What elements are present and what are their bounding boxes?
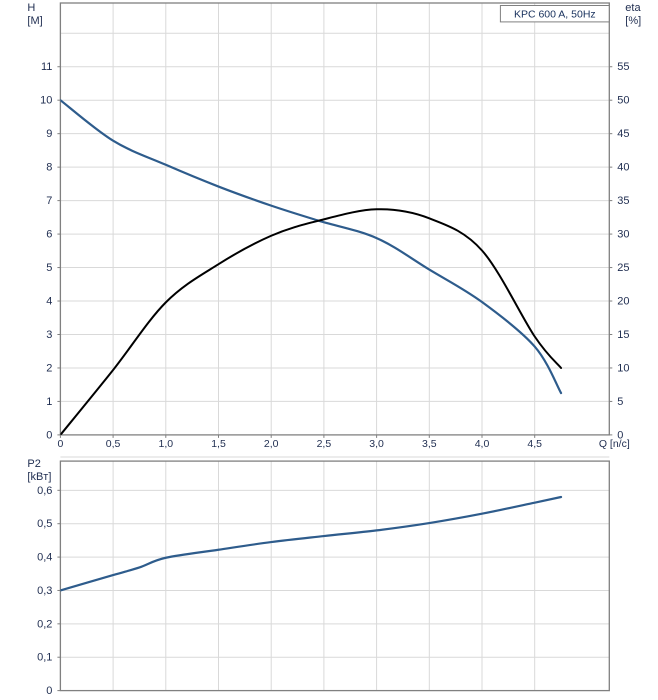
svg-text:eta: eta — [625, 2, 641, 14]
svg-text:0: 0 — [46, 685, 52, 697]
svg-text:30: 30 — [617, 229, 629, 241]
svg-text:4,5: 4,5 — [527, 438, 542, 450]
svg-text:1,0: 1,0 — [158, 438, 173, 450]
svg-text:0,6: 0,6 — [37, 485, 52, 497]
svg-text:Q [n/c]: Q [n/c] — [599, 438, 630, 450]
svg-text:15: 15 — [617, 329, 629, 341]
svg-text:0,4: 0,4 — [37, 552, 52, 564]
svg-text:1: 1 — [46, 396, 52, 408]
svg-text:5: 5 — [617, 396, 623, 408]
svg-text:6: 6 — [46, 229, 52, 241]
svg-text:P2: P2 — [27, 458, 40, 470]
svg-text:40: 40 — [617, 162, 629, 174]
svg-text:55: 55 — [617, 61, 629, 73]
svg-text:[kBт]: [kBт] — [27, 471, 51, 483]
svg-text:4: 4 — [46, 296, 52, 308]
svg-text:KPC 600 A, 50Hz: KPC 600 A, 50Hz — [514, 9, 596, 21]
svg-text:[M]: [M] — [27, 15, 42, 27]
svg-text:2,5: 2,5 — [317, 438, 332, 450]
svg-text:20: 20 — [617, 296, 629, 308]
svg-text:H: H — [27, 2, 35, 14]
svg-text:0: 0 — [46, 429, 52, 441]
svg-text:0,5: 0,5 — [106, 438, 121, 450]
svg-text:0,3: 0,3 — [37, 585, 52, 597]
svg-text:3,5: 3,5 — [422, 438, 437, 450]
svg-text:7: 7 — [46, 195, 52, 207]
svg-text:10: 10 — [40, 95, 52, 107]
svg-text:8: 8 — [46, 162, 52, 174]
svg-text:2,0: 2,0 — [264, 438, 279, 450]
svg-text:0,1: 0,1 — [37, 652, 52, 664]
svg-text:45: 45 — [617, 128, 629, 140]
svg-text:1,5: 1,5 — [211, 438, 226, 450]
svg-text:3: 3 — [46, 329, 52, 341]
svg-text:50: 50 — [617, 95, 629, 107]
svg-text:0,5: 0,5 — [37, 518, 52, 530]
svg-text:25: 25 — [617, 262, 629, 274]
svg-text:0,2: 0,2 — [37, 618, 52, 630]
svg-text:10: 10 — [617, 362, 629, 374]
svg-text:[%]: [%] — [625, 15, 641, 27]
svg-text:35: 35 — [617, 195, 629, 207]
svg-text:2: 2 — [46, 362, 52, 374]
svg-text:3,0: 3,0 — [369, 438, 384, 450]
svg-text:0: 0 — [57, 438, 63, 450]
svg-text:4,0: 4,0 — [475, 438, 490, 450]
svg-text:5: 5 — [46, 262, 52, 274]
svg-text:9: 9 — [46, 128, 52, 140]
svg-text:11: 11 — [41, 61, 52, 73]
